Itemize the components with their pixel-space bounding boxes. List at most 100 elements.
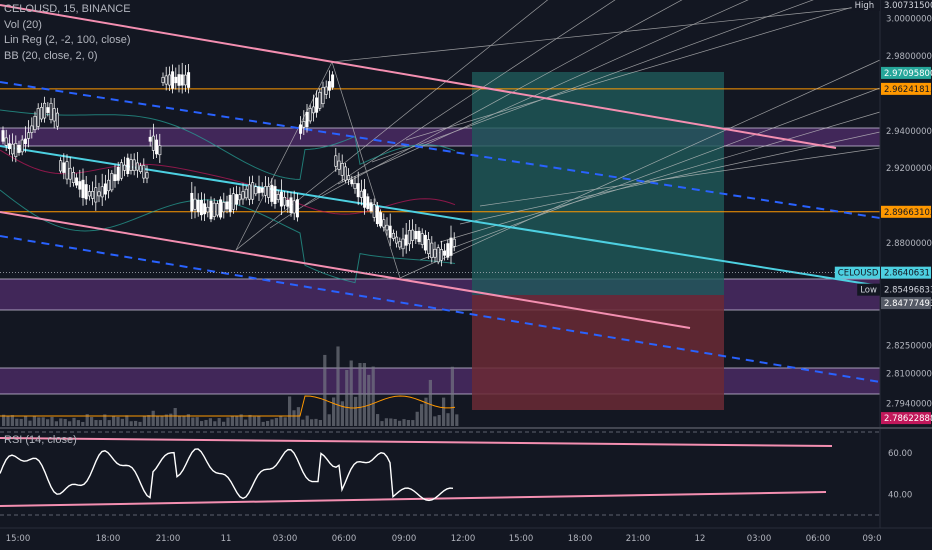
volume-bar	[54, 421, 58, 426]
price-tick-label: 2.79400000	[886, 400, 932, 410]
candle-body	[20, 139, 24, 153]
candle-body	[388, 225, 392, 238]
candle-body	[395, 236, 399, 244]
chart-title: CELOUSD, 15, BINANCE	[4, 3, 131, 15]
price-marker	[881, 297, 931, 310]
candle-body	[353, 183, 357, 189]
indicator-volume[interactable]: Vol (20)	[4, 19, 42, 31]
volume-bar	[332, 397, 336, 426]
candle-body	[11, 143, 15, 155]
volume-bar	[208, 418, 212, 426]
candle-body	[283, 197, 287, 206]
candle-body	[167, 74, 171, 86]
candle-body	[430, 242, 434, 258]
time-tick-label: 11	[221, 534, 232, 544]
candle-body	[71, 172, 75, 183]
price-marker-label: High	[855, 1, 875, 11]
candle-body	[4, 137, 8, 146]
volume-bar	[98, 420, 102, 426]
price-marker-value: 2.85496833	[884, 286, 932, 296]
volume-bar	[389, 418, 393, 426]
price-tick-label: 2.98000000	[886, 52, 932, 62]
upper-dashed-line	[0, 81, 881, 219]
candle-body	[212, 202, 216, 217]
pitchfork-line	[269, 0, 616, 229]
volume-bar	[28, 420, 32, 426]
volume-bar	[310, 419, 314, 426]
volume-bar	[371, 366, 375, 426]
candle-body	[135, 162, 139, 171]
volume-bar	[76, 420, 80, 426]
candle-body	[203, 203, 207, 215]
candle-body	[414, 231, 418, 240]
volume-bar	[384, 418, 388, 426]
candle-body	[171, 71, 175, 89]
indicator-linreg[interactable]: Lin Reg (2, -2, 100, close)	[4, 34, 131, 46]
volume-bar	[455, 414, 459, 426]
candle-body	[174, 76, 178, 84]
candle-body	[279, 191, 283, 207]
candle-body	[151, 135, 155, 151]
candle-body	[187, 72, 191, 88]
pitchfork-line	[371, 0, 814, 163]
volume-bar	[380, 421, 384, 426]
candle-body	[17, 144, 21, 153]
candle-body	[289, 197, 293, 214]
candle-body	[219, 199, 223, 218]
volume-bar	[182, 415, 186, 426]
candle-body	[340, 163, 344, 176]
volume-bar	[213, 421, 217, 426]
volume-bar	[142, 416, 146, 426]
volume-bar	[252, 416, 256, 426]
candle-body	[401, 238, 405, 250]
volume-bar	[442, 397, 446, 426]
candle-body	[347, 175, 351, 180]
indicator-bollinger[interactable]: BB (20, close, 2, 0)	[4, 50, 98, 62]
time-tick-label: 12	[695, 534, 706, 544]
volume-ma	[0, 395, 456, 417]
candle-body	[43, 102, 47, 119]
purple-zone	[0, 279, 880, 310]
lower-dashed-line	[0, 235, 881, 383]
indicator-rsi[interactable]: RSI (14, close)	[4, 434, 77, 446]
price-marker-label: CELOUSD	[838, 269, 879, 279]
candle-body	[49, 102, 53, 120]
volume-bar	[349, 360, 353, 426]
candles	[1, 62, 456, 267]
candle-body	[46, 107, 50, 113]
candle-body	[276, 194, 280, 200]
candle-body	[398, 241, 402, 248]
candle-body	[23, 138, 27, 144]
volume-bar	[340, 401, 344, 426]
rsi-upper-trendline	[0, 437, 833, 447]
volume-bar	[191, 417, 195, 426]
candle-body	[267, 186, 271, 198]
volume-bar	[19, 418, 23, 426]
candle-body	[180, 74, 184, 86]
candle-body	[308, 108, 312, 122]
volume-bar	[433, 416, 437, 426]
candle-body	[7, 143, 11, 150]
candle-body	[68, 167, 72, 180]
volume-bar	[169, 413, 173, 426]
volume-bar	[336, 346, 340, 426]
volume-bar	[85, 414, 89, 426]
pitchfork-line	[479, 147, 881, 207]
candle-body	[81, 179, 85, 198]
volume-bar	[428, 379, 432, 426]
bb-upper-band	[0, 109, 456, 181]
candle-body	[193, 198, 197, 210]
time-tick-label: 15:00	[509, 534, 534, 544]
volume-bar	[406, 419, 410, 426]
candle-body	[55, 112, 59, 127]
candle-body	[324, 86, 328, 95]
candle-body	[110, 173, 114, 191]
volume-bar	[266, 420, 270, 426]
candle-body	[391, 232, 395, 239]
volume-bar	[358, 363, 362, 426]
candle-body	[62, 162, 66, 173]
volume-bar	[156, 415, 160, 426]
lower-channel-line	[0, 211, 691, 329]
volume-bar	[314, 418, 318, 426]
